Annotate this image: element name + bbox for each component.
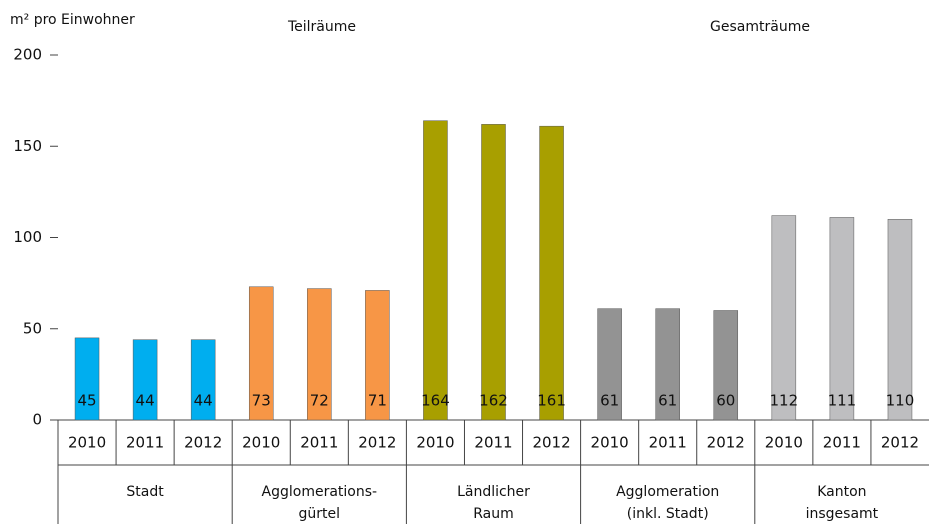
bar [829, 217, 855, 421]
bar [365, 290, 390, 421]
y-tick-label: 100 [13, 228, 42, 246]
data-label: 45 [77, 392, 96, 410]
bar [423, 120, 448, 421]
bar [132, 339, 158, 421]
group-label: Agglomerations-gürtel [262, 484, 378, 522]
y-tick-label: 50 [23, 319, 42, 337]
group-label: Kanton insgesamt [806, 484, 879, 522]
x-tick-label: 2012 [532, 434, 570, 452]
data-label: 161 [537, 392, 566, 410]
data-label: 162 [479, 392, 508, 410]
bar [190, 339, 216, 421]
x-tick-label: 2010 [416, 434, 454, 452]
x-tick-label: 2012 [358, 434, 396, 452]
bar [771, 215, 797, 421]
x-tick-label: 2012 [184, 434, 222, 452]
y-tick-label: 150 [13, 137, 42, 155]
data-label: 44 [136, 392, 155, 410]
x-tick-label: 2012 [881, 434, 919, 452]
data-label: 112 [770, 392, 799, 410]
bar [307, 288, 332, 421]
annotation: Gesamträume [710, 19, 810, 35]
x-tick-label: 2011 [649, 434, 687, 452]
group-label: Agglomeration (inkl. Stadt) [616, 484, 719, 522]
x-tick-label: 2010 [242, 434, 280, 452]
data-label: 111 [828, 392, 857, 410]
x-tick-label: 2011 [823, 434, 861, 452]
bar [713, 310, 739, 421]
bar [539, 125, 564, 421]
bar [655, 308, 680, 421]
bar [887, 219, 913, 421]
x-tick-label: 2010 [68, 434, 106, 452]
data-label: 110 [886, 392, 915, 410]
bar [481, 124, 506, 421]
bar [597, 308, 622, 421]
bar [74, 337, 100, 421]
data-label: 60 [716, 392, 735, 410]
y-tick-label: 200 [13, 46, 42, 64]
data-label: 73 [252, 392, 271, 410]
data-label: 61 [600, 392, 619, 410]
x-tick-label: 2010 [591, 434, 629, 452]
x-tick-label: 2011 [300, 434, 338, 452]
group-label: Stadt [126, 484, 164, 500]
data-label: 44 [194, 392, 213, 410]
data-label: 71 [368, 392, 387, 410]
annotation: Teilräume [287, 19, 356, 35]
bar [248, 286, 274, 421]
x-tick-label: 2010 [765, 434, 803, 452]
x-tick-label: 2012 [707, 434, 745, 452]
y-tick-label: 0 [32, 411, 42, 429]
x-tick-label: 2011 [126, 434, 164, 452]
group-label: Ländlicher Raum [457, 484, 530, 522]
x-tick-label: 2011 [474, 434, 512, 452]
data-label: 61 [658, 392, 677, 410]
data-label: 72 [310, 392, 329, 410]
data-label: 164 [421, 392, 450, 410]
y-axis-label: m² pro Einwohner [10, 12, 135, 28]
